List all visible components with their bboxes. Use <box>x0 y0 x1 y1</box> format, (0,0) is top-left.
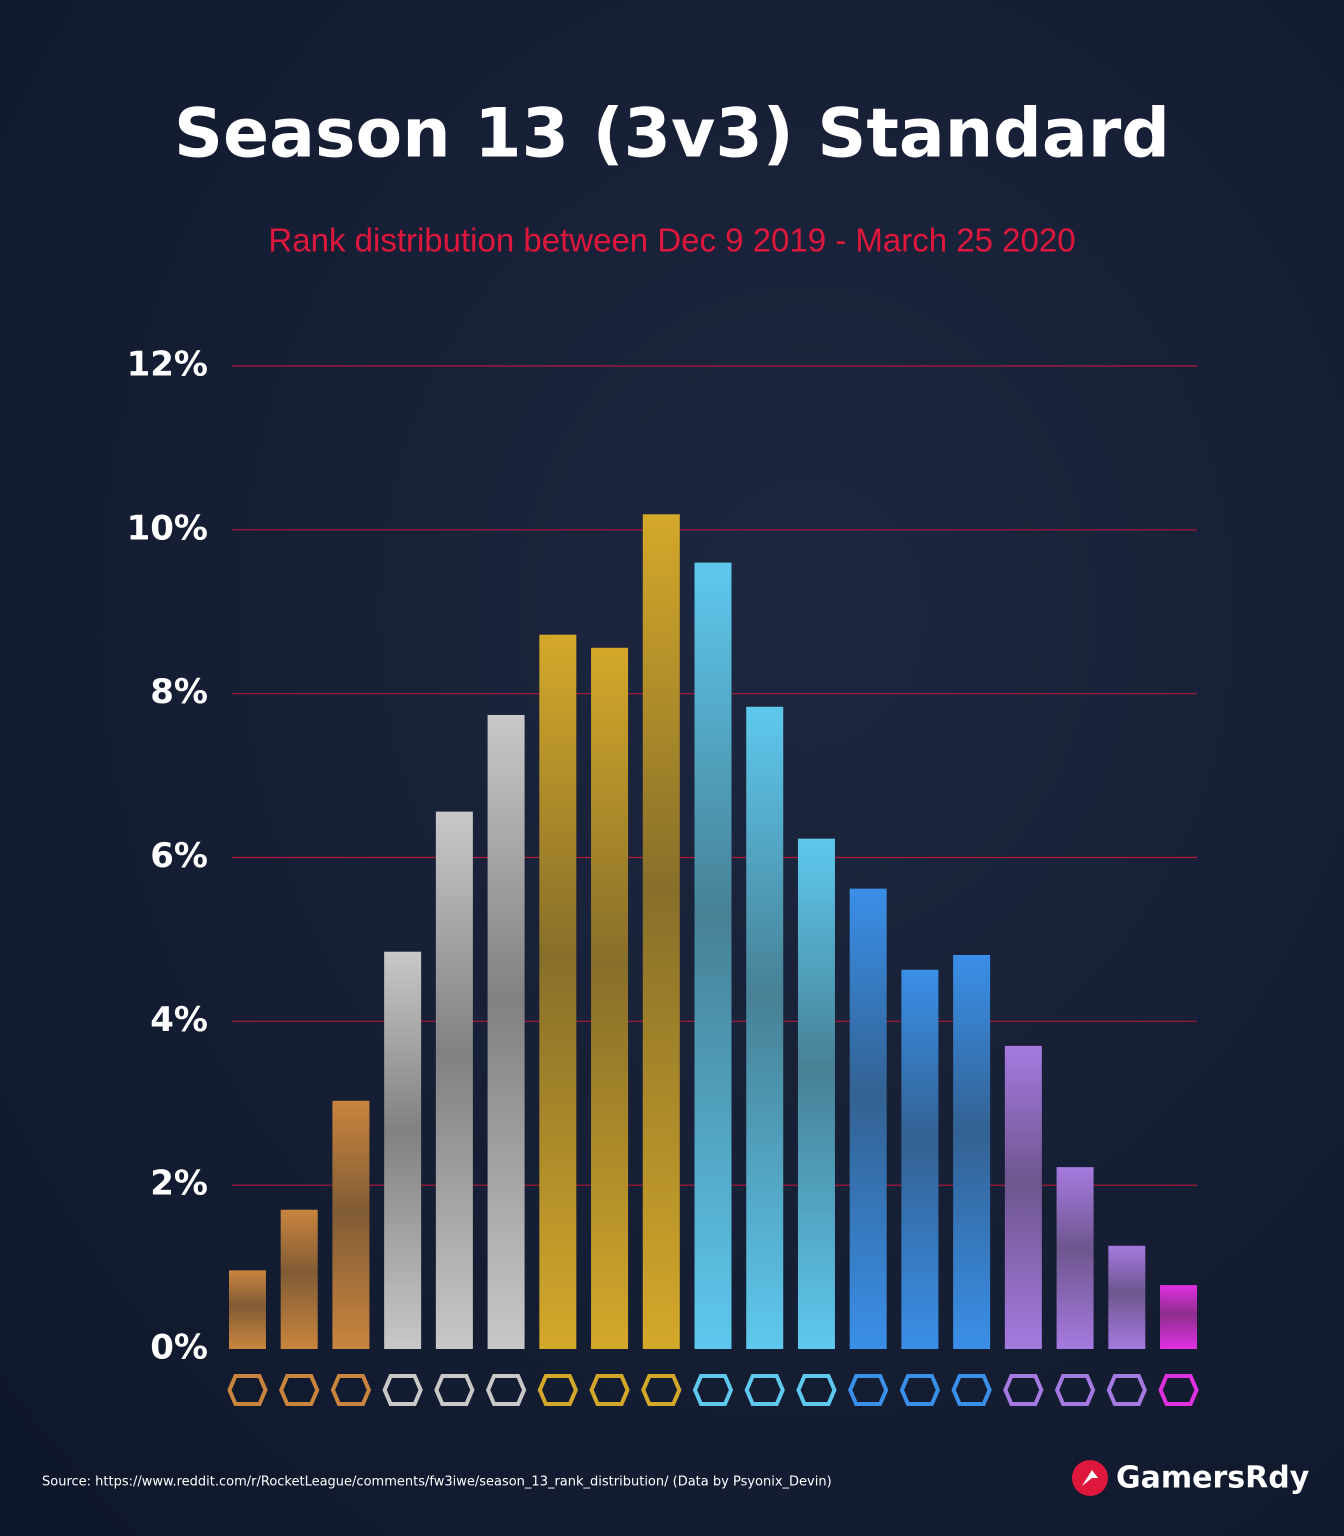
bar <box>849 888 887 1349</box>
rank-icon <box>434 1374 475 1406</box>
bar <box>746 706 784 1349</box>
rank-icon <box>744 1374 785 1406</box>
rank-icon <box>1158 1374 1199 1406</box>
y-tick-label: 8% <box>150 672 208 712</box>
y-tick-label: 10% <box>127 508 208 548</box>
bar <box>591 647 629 1349</box>
bar <box>797 838 835 1349</box>
rank-icon <box>899 1374 941 1406</box>
rank-icon <box>227 1374 268 1406</box>
y-tick-label: 0% <box>150 1328 208 1368</box>
y-tick-label: 4% <box>150 1000 208 1040</box>
rank-icon <box>330 1374 372 1406</box>
rank-icon <box>382 1374 423 1406</box>
rank-icon <box>279 1374 320 1406</box>
rank-icon <box>589 1374 630 1406</box>
bar <box>487 714 525 1349</box>
bar <box>953 954 991 1349</box>
logo-text: GamersRdy <box>1116 1461 1310 1496</box>
bar <box>384 951 422 1349</box>
rank-icon <box>1003 1374 1044 1406</box>
source: Source: https://www.reddit.com/r/RocketL… <box>42 1475 832 1490</box>
rank-icon <box>485 1374 527 1406</box>
y-tick-label: 6% <box>150 836 208 876</box>
bar <box>435 811 473 1349</box>
bar <box>901 969 939 1349</box>
bar <box>1160 1285 1198 1349</box>
y-tick-label: 2% <box>150 1164 208 1204</box>
bar <box>642 514 680 1349</box>
rank-icon <box>1054 1374 1096 1406</box>
bar <box>280 1209 318 1349</box>
bar <box>694 562 732 1349</box>
rank-icon <box>641 1374 682 1406</box>
bar <box>1056 1167 1094 1349</box>
y-tick-label: 12% <box>127 345 208 385</box>
rank-icon <box>951 1374 992 1406</box>
logo-mark <box>1082 1470 1098 1486</box>
rank-icon <box>1106 1374 1147 1406</box>
bar <box>332 1100 370 1349</box>
bar <box>1004 1045 1042 1349</box>
chart-title: Season 13 (3v3) Standard <box>174 95 1170 174</box>
rank-icon <box>537 1374 578 1406</box>
bar <box>1108 1245 1146 1349</box>
chart-subtitle: Rank distribution between Dec 9 2019 - M… <box>268 222 1075 259</box>
bar <box>539 634 577 1349</box>
rank-icon <box>848 1374 889 1406</box>
rank-icon <box>692 1374 734 1406</box>
bar <box>228 1270 266 1349</box>
rank-icon <box>796 1374 837 1406</box>
